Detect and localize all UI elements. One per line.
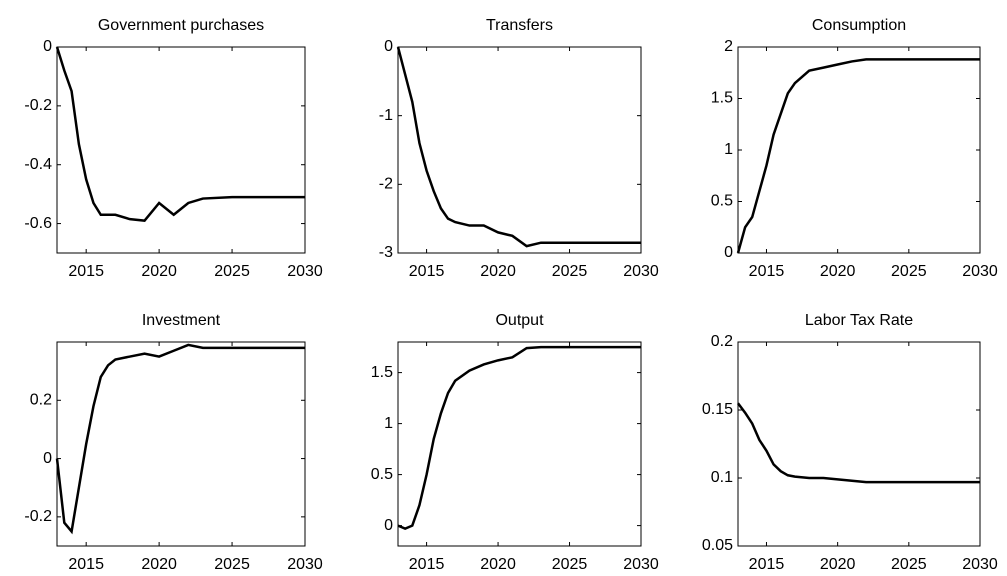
- x-tick-label: 2025: [891, 556, 927, 573]
- plot-frame: [397, 341, 642, 547]
- subplot-title: Government purchases: [98, 17, 264, 34]
- x-tick-label: 2030: [623, 263, 659, 280]
- y-tick-label: 0.5: [711, 193, 733, 210]
- y-tick-label: -0.2: [24, 97, 52, 114]
- y-tick-label: -3: [379, 244, 393, 261]
- x-tick-label: 2025: [214, 556, 250, 573]
- subplot-title: Labor Tax Rate: [805, 312, 913, 329]
- x-tick-label: 2020: [480, 263, 516, 280]
- y-tick-label: 0: [384, 517, 393, 534]
- y-tick-label: 1.5: [711, 90, 733, 107]
- plot-frame: [737, 341, 981, 547]
- plot-frame: [737, 46, 981, 254]
- x-tick-label: 2020: [820, 556, 856, 573]
- subplot-title: Output: [495, 312, 544, 329]
- y-tick-label: 1.5: [371, 364, 393, 381]
- x-tick-label: 2015: [749, 556, 785, 573]
- y-tick-label: 2: [724, 38, 733, 55]
- y-tick-label: 0: [724, 244, 733, 261]
- y-tick-label: 1: [384, 415, 393, 432]
- data-line: [736, 402, 980, 484]
- y-tick-label: -0.6: [24, 215, 52, 232]
- data-line: [396, 46, 641, 248]
- x-tick-label: 2020: [141, 263, 177, 280]
- x-tick-label: 2015: [68, 556, 104, 573]
- y-tick-label: 0.2: [711, 333, 733, 350]
- data-line: [55, 46, 305, 222]
- plot-frame: [56, 341, 306, 547]
- x-tick-label: 2030: [287, 556, 323, 573]
- y-tick-label: 0.5: [371, 466, 393, 483]
- y-tick-label: -0.4: [24, 156, 52, 173]
- x-tick-label: 2015: [409, 556, 445, 573]
- y-tick-label: -1: [379, 107, 393, 124]
- x-tick-label: 2030: [962, 556, 998, 573]
- y-tick-label: 0: [384, 38, 393, 55]
- subplot-title: Consumption: [812, 17, 906, 34]
- x-tick-label: 2015: [68, 263, 104, 280]
- subplot-title: Investment: [142, 312, 221, 329]
- x-tick-label: 2030: [287, 263, 323, 280]
- data-line: [55, 343, 305, 535]
- x-tick-label: 2020: [820, 263, 856, 280]
- x-tick-label: 2020: [480, 556, 516, 573]
- x-tick-label: 2025: [214, 263, 250, 280]
- x-tick-label: 2015: [409, 263, 445, 280]
- x-tick-label: 2025: [891, 263, 927, 280]
- y-tick-label: 0.1: [711, 469, 733, 486]
- y-tick-label: 0.15: [702, 401, 733, 418]
- data-line: [397, 345, 641, 531]
- y-tick-label: -2: [379, 176, 393, 193]
- y-tick-label: -0.2: [24, 508, 52, 525]
- y-tick-label: 0.2: [30, 392, 52, 409]
- plot-frame: [56, 46, 306, 254]
- x-tick-label: 2030: [623, 556, 659, 573]
- x-tick-label: 2020: [141, 556, 177, 573]
- x-tick-label: 2025: [552, 263, 588, 280]
- y-tick-label: 0.05: [702, 537, 733, 554]
- y-tick-label: 1: [724, 141, 733, 158]
- y-tick-label: 0: [43, 450, 52, 467]
- x-tick-label: 2025: [552, 556, 588, 573]
- x-tick-label: 2015: [749, 263, 785, 280]
- data-line: [736, 58, 980, 254]
- plot-frame: [397, 46, 642, 254]
- subplot-title: Transfers: [486, 17, 553, 34]
- y-tick-label: 0: [43, 38, 52, 55]
- x-tick-label: 2030: [962, 263, 998, 280]
